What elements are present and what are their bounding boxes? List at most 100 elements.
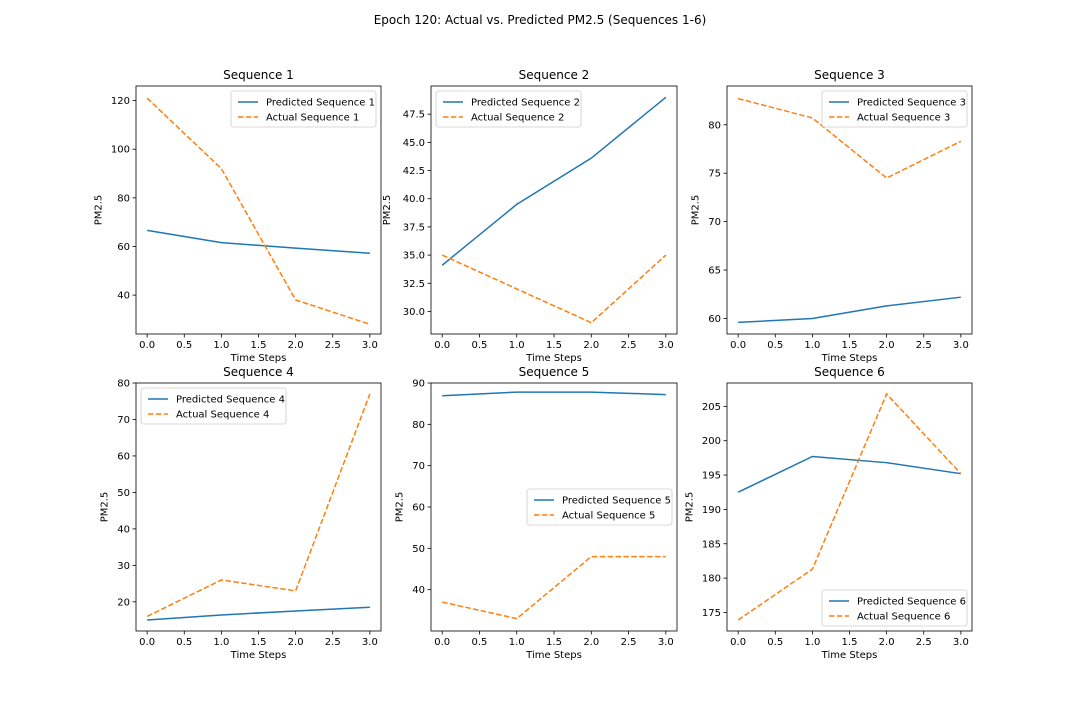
y-axis-label: PM2.5 [382,195,393,226]
legend-frame [821,90,968,128]
subplot-title: Sequence 1 [223,68,294,82]
legend-frame [526,488,673,526]
legend: Predicted Sequence 6 Actual Sequence 6 [821,589,968,627]
legend-label: Predicted Sequence 6 [857,597,966,608]
x-tick-label: 1.0 [213,340,229,351]
y-tick-label: 200 [702,436,721,447]
x-tick-label: 1.5 [251,340,267,351]
subplot-4: Sequence 4 0.0 0.5 1.0 1.5 2.0 2.5 3.0 20 30 40 50 6… [100,365,382,661]
x-axis-label: Time Steps [525,650,582,661]
y-tick-label: 60 [412,503,425,514]
x-tick-label: 2.0 [288,340,304,351]
y-tick-label: 180 [702,574,721,585]
legend: Predicted Sequence 1 Actual Sequence 1 [230,90,377,128]
y-tick-label: 60 [117,451,130,462]
y-tick-label: 50 [117,488,130,499]
y-tick-label: 40 [117,524,130,535]
y-tick-label: 37.5 [403,222,425,233]
x-tick-label: 2.5 [325,637,341,648]
legend-frame [140,387,287,425]
y-tick-label: 70 [708,217,721,228]
x-tick-label: 3.0 [953,340,969,351]
legend: Predicted Sequence 5 Actual Sequence 5 [526,488,673,526]
y-tick-label: 50 [412,544,425,555]
legend-label: Predicted Sequence 2 [471,98,580,109]
x-tick-label: 2.5 [621,637,637,648]
series-line-actual [442,555,666,620]
legend-label: Actual Sequence 1 [266,113,359,124]
y-tick-label: 90 [412,379,425,390]
x-tick-label: 1.5 [251,637,267,648]
y-tick-label: 205 [702,402,721,413]
legend-label: Actual Sequence 2 [471,113,564,124]
y-tick-label: 40.0 [403,194,425,205]
x-tick-label: 0.5 [176,340,192,351]
y-tick-label: 80 [708,120,721,131]
x-tick-label: 1.0 [804,340,820,351]
x-tick-label: 2.0 [879,637,895,648]
y-tick-label: 75 [708,169,721,180]
x-tick-label: 0.5 [472,340,488,351]
x-tick-label: 0.0 [730,637,746,648]
y-tick-label: 32.5 [403,279,425,290]
legend-label: Predicted Sequence 5 [562,496,671,507]
x-tick-label: 2.5 [621,340,637,351]
x-axis-label: Time Steps [230,353,287,364]
y-axis-label: PM2.5 [395,492,406,523]
y-tick-label: 70 [117,415,130,426]
y-tick-label: 195 [702,471,721,482]
y-tick-label: 175 [702,608,721,619]
subplot-grid: Sequence 1 0.0 0.5 1.0 1.5 2.0 2.5 3.0 40 60 80 100… [93,68,973,661]
x-tick-label: 2.0 [583,340,599,351]
series-line-actual [737,392,962,621]
subplot-title: Sequence 3 [814,68,885,82]
y-tick-label: 45.0 [403,138,425,149]
x-tick-label: 0.0 [434,340,450,351]
legend-label: Actual Sequence 5 [562,511,655,522]
x-tick-label: 0.5 [767,340,783,351]
legend-label: Predicted Sequence 4 [176,395,285,406]
x-tick-label: 3.0 [953,637,969,648]
x-axis-label: Time Steps [821,353,878,364]
x-tick-label: 0.5 [472,637,488,648]
y-tick-label: 42.5 [403,166,425,177]
x-tick-label: 0.0 [730,340,746,351]
y-tick-label: 80 [412,420,425,431]
y-tick-label: 60 [708,314,721,325]
series-line-predicted [738,296,961,324]
series-line-actual [146,97,371,325]
x-tick-label: 2.5 [916,637,932,648]
x-tick-label: 0.0 [139,637,155,648]
x-axis-label: Time Steps [525,353,582,364]
legend-frame [230,90,377,128]
legend-label: Actual Sequence 6 [857,612,950,623]
x-tick-label: 0.5 [767,637,783,648]
x-axis-label: Time Steps [821,650,878,661]
subplot-6: Sequence 6 0.0 0.5 1.0 1.5 2.0 2.5 3.0 175 180 185… [684,365,973,661]
x-axis-label: Time Steps [230,650,287,661]
series-line-actual [441,254,667,324]
y-tick-label: 80 [117,379,130,390]
x-tick-label: 0.5 [176,637,192,648]
legend-frame [821,589,968,627]
subplot-3: Sequence 3 0.0 0.5 1.0 1.5 2.0 2.5 3.0 60 65 70 75 8… [691,68,973,364]
x-tick-label: 1.0 [213,637,229,648]
series-line-predicted [737,455,961,493]
subplot-title: Sequence 2 [519,68,590,82]
x-tick-label: 0.0 [139,340,155,351]
x-tick-label: 3.0 [362,637,378,648]
x-tick-label: 1.5 [546,340,562,351]
subplot-title: Sequence 4 [223,365,294,379]
x-tick-label: 1.5 [842,637,858,648]
subplot-1: Sequence 1 0.0 0.5 1.0 1.5 2.0 2.5 3.0 40 60 80 100… [93,68,382,364]
legend-frame [435,90,582,128]
x-tick-label: 2.5 [325,340,341,351]
y-tick-label: 30.0 [403,307,425,318]
x-tick-label: 2.0 [583,637,599,648]
y-tick-label: 80 [117,193,130,204]
y-axis-label: PM2.5 [93,195,104,226]
y-axis-label: PM2.5 [100,492,111,523]
y-tick-label: 40 [412,585,425,596]
x-tick-label: 2.5 [916,340,932,351]
